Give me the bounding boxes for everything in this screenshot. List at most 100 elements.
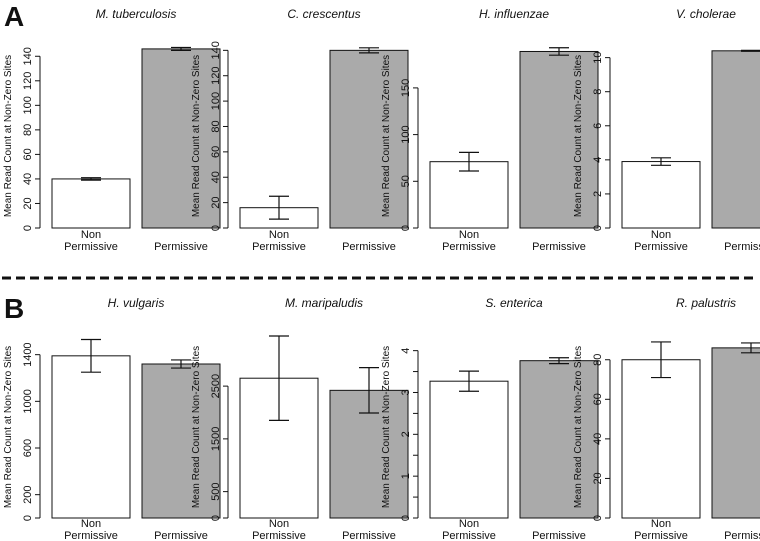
category-label: Permissive: [154, 530, 208, 541]
chart-title: R. palustris: [676, 296, 736, 310]
bar-non-permissive: [429, 380, 509, 519]
chart-5: M. maripaludis Mean Read Count at Non-Zer…: [191, 296, 409, 541]
y-tick-label: 0: [22, 225, 34, 231]
category-label: Permissive: [634, 241, 688, 253]
chart-0: M. tuberculosis Mean Read Count at Non-Ze…: [3, 7, 221, 253]
bar-permissive: [141, 48, 221, 229]
category-label: Permissive: [252, 530, 306, 541]
y-tick-label: 150: [400, 79, 412, 97]
chart-title: H. influenzae: [479, 7, 549, 21]
category-label: Non: [269, 518, 289, 530]
chart-4: H. vulgaris Mean Read Count at Non-Zero S…: [3, 296, 221, 541]
y-tick-label: 8: [592, 89, 604, 95]
y-tick-label: 60: [210, 146, 222, 158]
bar-non-permissive: [51, 178, 131, 229]
y-tick-label: 200: [22, 485, 34, 503]
y-tick-label: 2: [592, 191, 604, 197]
y-tick-label: 120: [22, 72, 34, 90]
y-axis-label: Mean Read Count at Non-Zero Sites: [573, 346, 584, 508]
y-tick-label: 600: [22, 439, 34, 457]
y-tick-label: 40: [592, 433, 604, 445]
y-tick-label: 1000: [22, 389, 34, 413]
y-tick-label: 40: [22, 173, 34, 185]
y-axis-label: Mean Read Count at Non-Zero Sites: [191, 346, 202, 508]
category-label: Permissive: [442, 530, 496, 541]
y-axis-label: Mean Read Count at Non-Zero Sites: [381, 55, 392, 217]
y-tick-label: 1: [400, 473, 412, 479]
y-tick-label: 100: [210, 92, 222, 110]
y-tick-label: 80: [592, 354, 604, 366]
y-tick-label: 20: [210, 196, 222, 208]
chart-1: C. crescentus Mean Read Count at Non-Zero…: [191, 7, 409, 253]
category-label: Permissive: [532, 530, 586, 541]
y-axis-label: Mean Read Count at Non-Zero Sites: [573, 55, 584, 217]
category-label: Permissive: [342, 241, 396, 253]
y-tick-label: 1400: [22, 342, 34, 366]
y-tick-label: 120: [210, 67, 222, 85]
y-tick-label: 60: [22, 148, 34, 160]
y-tick-label: 0: [210, 515, 222, 521]
y-tick-label: 1500: [210, 427, 222, 451]
category-label: Non: [81, 229, 101, 241]
category-label: Permissive: [64, 530, 118, 541]
y-tick-label: 100: [22, 96, 34, 114]
y-tick-label: 140: [210, 41, 222, 59]
y-axis-label: Mean Read Count at Non-Zero Sites: [3, 55, 14, 217]
y-tick-label: 80: [210, 120, 222, 132]
category-label: Non: [651, 518, 671, 530]
chart-2: H. influenzae Mean Read Count at Non-Zero…: [381, 7, 599, 253]
bar-non-permissive: [51, 355, 131, 519]
category-label: Non: [651, 229, 671, 241]
panel-label-b: B: [4, 293, 24, 324]
y-tick-label: 4: [400, 348, 412, 354]
y-tick-label: 80: [22, 124, 34, 136]
y-tick-label: 500: [210, 482, 222, 500]
bar-permissive: [711, 50, 760, 229]
y-axis-label: Mean Read Count at Non-Zero Sites: [3, 346, 14, 508]
category-label: Non: [459, 229, 479, 241]
chart-title: M. tuberculosis: [96, 7, 177, 21]
y-tick-label: 0: [400, 515, 412, 521]
category-label: Permissive: [154, 241, 208, 253]
y-tick-label: 60: [592, 393, 604, 405]
category-label: Permissive: [724, 241, 760, 253]
category-label: Permissive: [532, 241, 586, 253]
chart-title: C. crescentus: [287, 7, 360, 21]
chart-6: S. enterica Mean Read Count at Non-Zero S…: [381, 296, 599, 541]
y-tick-label: 100: [400, 125, 412, 143]
y-tick-label: 50: [400, 175, 412, 187]
chart-title: V. cholerae: [676, 7, 736, 21]
bar-non-permissive: [429, 161, 509, 229]
y-axis-label: Mean Read Count at Non-Zero Sites: [381, 346, 392, 508]
bar-permissive: [711, 347, 760, 519]
chart-title: S. enterica: [485, 296, 543, 310]
bar-non-permissive: [621, 161, 701, 229]
y-tick-label: 20: [592, 472, 604, 484]
y-tick-label: 3: [400, 389, 412, 395]
bar-non-permissive: [621, 359, 701, 519]
bar-permissive: [519, 360, 599, 519]
plots-group: M. tuberculosis Mean Read Count at Non-Ze…: [3, 7, 760, 541]
panel-label-a: A: [4, 1, 24, 32]
category-label: Permissive: [634, 530, 688, 541]
bar-permissive: [329, 49, 409, 229]
chart-title: M. maripaludis: [285, 296, 363, 310]
y-tick-label: 0: [592, 515, 604, 521]
bar-permissive: [141, 363, 221, 519]
chart-title: H. vulgaris: [108, 296, 165, 310]
category-label: Non: [459, 518, 479, 530]
y-tick-label: 0: [210, 225, 222, 231]
category-label: Non: [269, 229, 289, 241]
y-tick-label: 20: [22, 197, 34, 209]
y-tick-label: 40: [210, 171, 222, 183]
y-tick-label: 2500: [210, 374, 222, 398]
y-tick-label: 0: [400, 225, 412, 231]
y-tick-label: 2: [400, 431, 412, 437]
y-axis-label: Mean Read Count at Non-Zero Sites: [191, 55, 202, 217]
bar-permissive: [519, 50, 599, 229]
category-label: Non: [81, 518, 101, 530]
y-tick-label: 0: [592, 225, 604, 231]
y-tick-label: 10: [592, 52, 604, 64]
chart-7: R. palustris Mean Read Count at Non-Zero …: [573, 296, 760, 541]
